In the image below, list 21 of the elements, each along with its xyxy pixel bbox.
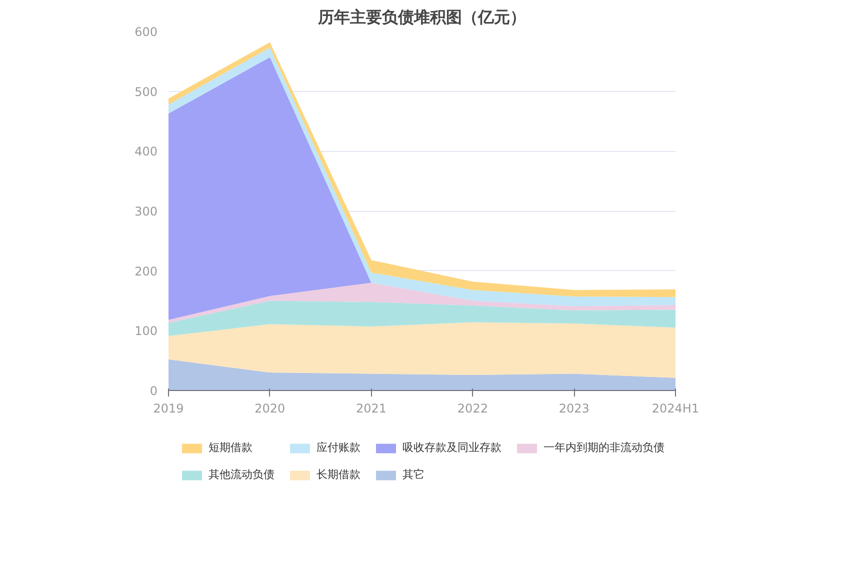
legend-label: 长期借款 xyxy=(316,467,360,482)
y-tick-label: 400 xyxy=(134,144,158,159)
y-tick-label: 200 xyxy=(134,264,158,278)
x-tick-label: 2022 xyxy=(457,402,488,416)
x-tick-label: 2020 xyxy=(254,402,286,416)
y-tick-label: 100 xyxy=(134,324,158,338)
y-tick-label: 600 xyxy=(134,25,158,39)
chart-title: 历年主要负债堆积图（亿元） xyxy=(317,8,526,26)
legend-label: 其它 xyxy=(402,467,424,482)
x-tick-label: 2023 xyxy=(558,402,590,416)
x-tick-label: 2019 xyxy=(153,402,184,416)
legend-label: 其他流动负债 xyxy=(208,467,274,482)
y-tick-label: 300 xyxy=(134,204,158,218)
x-tick-label: 2021 xyxy=(356,402,387,416)
y-tick-label: 500 xyxy=(134,84,158,99)
legend-label: 吸收存款及同业存款 xyxy=(402,440,502,455)
legend-label: 一年内到期的非流动负债 xyxy=(544,440,664,455)
x-tick-label: 2024H1 xyxy=(652,402,700,416)
y-tick-label: 0 xyxy=(150,384,158,398)
legend-label: 短期借款 xyxy=(208,440,252,455)
legend-label: 应付账款 xyxy=(316,440,360,455)
